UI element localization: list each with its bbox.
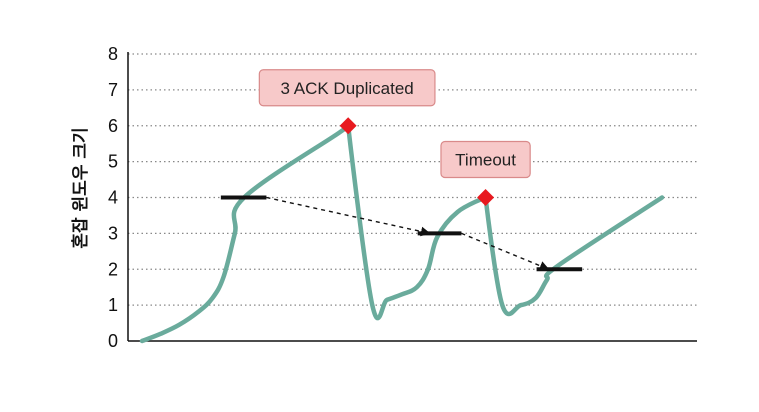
series-line [139, 122, 665, 344]
y-tick-label: 6 [108, 116, 118, 136]
y-tick-label: 8 [108, 44, 118, 64]
callout-layer: 3 ACK Duplicated Timeout [258, 69, 531, 206]
y-axis-label: 혼잡 윈도우 크기 [70, 127, 91, 248]
dashed-arrow [266, 196, 431, 237]
y-tick-label: 4 [108, 188, 118, 208]
callout: 3 ACK Duplicated [258, 69, 436, 107]
axes: 0 1 2 3 4 5 6 7 8 [108, 44, 697, 351]
y-tick-label: 3 [108, 223, 118, 243]
callout: Timeout [440, 140, 531, 179]
arrow-layer [266, 196, 550, 271]
peak-marker [339, 117, 357, 135]
dashed-arrow [461, 232, 550, 271]
threshold-layer [220, 195, 583, 272]
callout-box [258, 69, 436, 107]
peak-marker [477, 189, 495, 206]
y-tick-label: 0 [108, 331, 118, 351]
callout-box [440, 140, 531, 179]
y-tick-label: 7 [108, 80, 118, 100]
callout-label: Timeout [455, 151, 516, 170]
callout-label: 3 ACK Duplicated [281, 79, 414, 98]
series-layer [139, 122, 665, 344]
y-tick-label: 2 [108, 259, 118, 279]
y-tick-label: 1 [108, 295, 118, 315]
y-tick-label: 5 [108, 152, 118, 172]
